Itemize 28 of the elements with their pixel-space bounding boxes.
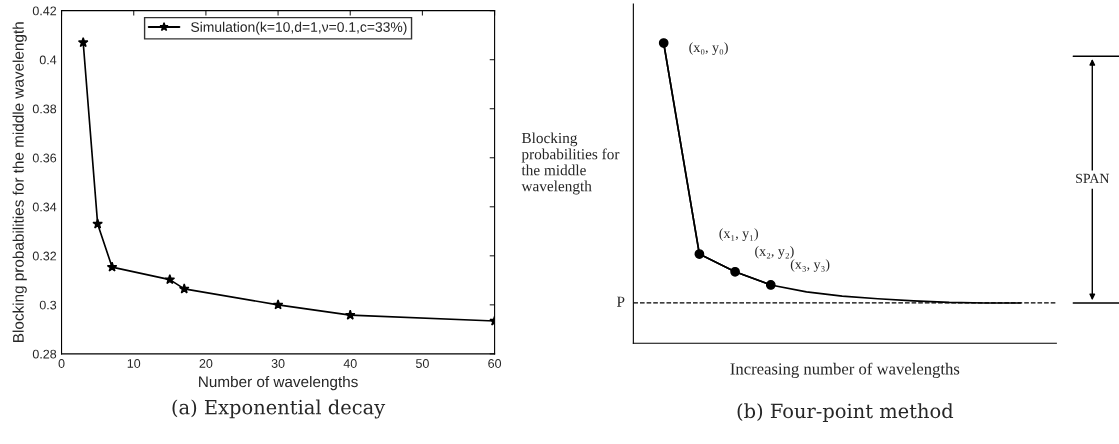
annotation: (x₀, y₀) bbox=[689, 42, 728, 55]
y-tick-label: 0.3 bbox=[39, 300, 57, 310]
y-axis-title: Blocking probabilities for the middle wavelength bbox=[12, 22, 27, 342]
y-axis-title: Blocking probabilities for the middle wavelength bbox=[521, 132, 620, 195]
x-tick-label: 20 bbox=[199, 359, 213, 368]
ref-line-label: P bbox=[616, 296, 625, 307]
y-tick-label: 0.34 bbox=[32, 202, 57, 212]
x-tick-label: 40 bbox=[343, 359, 357, 368]
text: (a) Exponential decay bbox=[172, 399, 386, 419]
x-axis-title: Increasing number of wavelengths bbox=[730, 362, 960, 378]
text: SPAN bbox=[1076, 173, 1110, 184]
x-tick-label: 30 bbox=[271, 359, 285, 368]
y-tick-label: 0.28 bbox=[32, 349, 57, 359]
y-tick-label: 0.42 bbox=[32, 6, 57, 16]
text: (b) Four-point method bbox=[737, 403, 954, 423]
x-tick-label: 50 bbox=[415, 359, 429, 368]
annotation: (x₁, y₁) bbox=[719, 228, 758, 241]
annotation: (x₂, y₂) bbox=[755, 246, 794, 259]
legend-label: Simulation(k=10,d=1,ν=0.1,c=33%) bbox=[191, 21, 407, 35]
x-tick-label: 0 bbox=[58, 359, 65, 368]
annotation: (x₃, y₃) bbox=[790, 259, 830, 272]
x-tick-label: 60 bbox=[488, 359, 502, 368]
y-tick-label: 0.4 bbox=[39, 55, 57, 65]
x-tick-label: 10 bbox=[127, 359, 141, 368]
y-tick-label: 0.32 bbox=[32, 251, 57, 261]
x-axis-title: Number of wavelengths bbox=[199, 375, 358, 391]
y-tick-label: 0.36 bbox=[32, 153, 57, 163]
y-tick-label: 0.38 bbox=[32, 104, 57, 114]
